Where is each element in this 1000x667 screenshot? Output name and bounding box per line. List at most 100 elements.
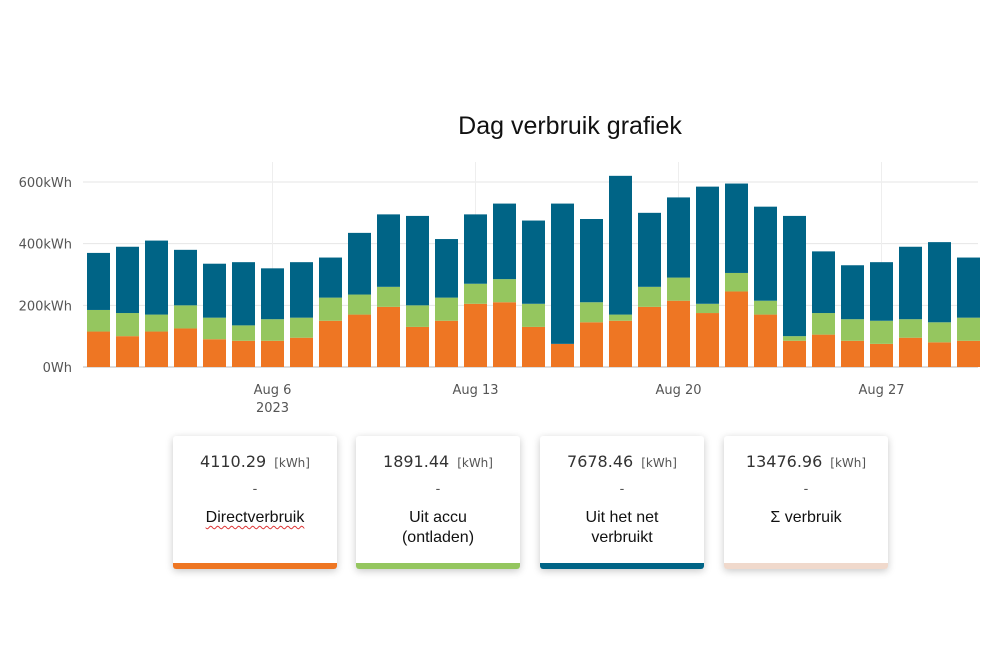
card-directverbruik: 4110.29 [kWh] - Directverbruik xyxy=(173,436,337,569)
card-label: Uit het net verbruikt xyxy=(585,509,659,546)
card-color-bar xyxy=(724,563,888,569)
bar-segment-series-3 xyxy=(145,240,168,315)
card-label-text: Directverbruik xyxy=(205,509,305,526)
bar-segment-series-1 xyxy=(928,342,951,367)
bar-segment-series-3 xyxy=(725,183,748,273)
bar-segment-series-3 xyxy=(348,232,371,295)
bar-segment-series-1 xyxy=(377,306,400,367)
bar-segment-series-3 xyxy=(522,220,545,304)
bar-segment-series-3 xyxy=(319,257,342,298)
bar-segment-series-3 xyxy=(406,215,429,306)
bar-segment-series-2 xyxy=(638,286,661,307)
stacked-bar-chart: 0Wh 200kWh 400kWh 600kWh Aug 6 2023 Aug 13 Aug … xyxy=(19,162,980,416)
bar-segment-series-1 xyxy=(348,314,371,367)
bar-segment-series-2 xyxy=(319,297,342,321)
bar-segment-series-2 xyxy=(783,336,806,341)
bar-segment-series-3 xyxy=(696,186,719,304)
bar-segment-series-1 xyxy=(522,326,545,367)
bar-segment-series-2 xyxy=(899,319,922,338)
card-uit-het-net: 7678.46 [kWh] - Uit het net verbruikt xyxy=(540,436,704,569)
bar-segment-series-1 xyxy=(232,340,255,367)
bar-segment-series-2 xyxy=(464,283,487,304)
bar-segment-series-3 xyxy=(551,203,574,344)
bar-segment-series-1 xyxy=(899,337,922,367)
bar-segment-series-3 xyxy=(174,249,197,306)
bar-segment-series-3 xyxy=(638,212,661,287)
bar-segment-series-1 xyxy=(551,343,574,367)
x-tick-label: Aug 27 xyxy=(858,383,904,398)
bar-segment-series-2 xyxy=(348,294,371,315)
bar-segment-series-2 xyxy=(841,319,864,341)
card-label: Uit accu (ontladen) xyxy=(401,509,475,546)
card-unit: [kWh] xyxy=(641,456,677,470)
y-tick-label: 600kWh xyxy=(19,176,72,191)
card-value: 4110.29 xyxy=(200,452,267,471)
bar-segment-series-3 xyxy=(783,215,806,337)
y-tick-label: 200kWh xyxy=(19,299,72,314)
card-dash: - xyxy=(619,480,625,496)
bar-segment-series-1 xyxy=(696,313,719,367)
bar-segment-series-2 xyxy=(957,317,980,341)
bar-segment-series-2 xyxy=(406,305,429,327)
card-color-bar xyxy=(356,563,520,569)
x-tick-sublabel: 2023 xyxy=(256,401,289,416)
bar-segment-series-1 xyxy=(638,306,661,367)
bar-segment-series-2 xyxy=(812,313,835,335)
card-unit: [kWh] xyxy=(457,456,493,470)
bar-segment-series-3 xyxy=(957,257,980,318)
bar-segment-series-2 xyxy=(870,320,893,344)
bar-segment-series-3 xyxy=(928,242,951,323)
bar-segment-series-3 xyxy=(580,219,603,303)
bar-segment-series-2 xyxy=(377,286,400,307)
bar-segment-series-1 xyxy=(174,328,197,367)
card-dash: - xyxy=(435,480,441,496)
bar-segment-series-3 xyxy=(261,268,284,320)
bar-segment-series-1 xyxy=(580,322,603,367)
bar-segment-series-2 xyxy=(145,314,168,332)
bar-segment-series-1 xyxy=(493,302,516,367)
bar-segment-series-2 xyxy=(435,297,458,321)
bar-segment-series-3 xyxy=(464,214,487,284)
bar-segment-series-3 xyxy=(841,265,864,320)
bar-segment-series-2 xyxy=(174,305,197,329)
x-tick-label: Aug 6 xyxy=(254,383,292,398)
bar-segment-series-2 xyxy=(116,313,139,337)
bar-segment-series-3 xyxy=(435,239,458,298)
x-tick-label: Aug 20 xyxy=(655,383,701,398)
card-label: Directverbruik xyxy=(179,508,331,528)
card-uit-accu: 1891.44 [kWh] - Uit accu (ontladen) xyxy=(356,436,520,569)
chart-title: Dag verbruik grafiek xyxy=(458,112,682,140)
card-value: 13476.96 xyxy=(745,452,823,471)
bar-segment-series-2 xyxy=(725,272,748,292)
bar-segment-series-2 xyxy=(580,302,603,323)
bar-segment-series-3 xyxy=(754,206,777,301)
bar-segment-series-2 xyxy=(87,309,110,332)
bar-segment-series-1 xyxy=(261,340,284,367)
bar-segment-series-1 xyxy=(406,326,429,367)
card-dash: - xyxy=(803,480,809,496)
bar-segment-series-3 xyxy=(116,246,139,314)
bar-segment-series-3 xyxy=(290,262,313,318)
bar-segment-series-2 xyxy=(667,277,690,301)
card-color-bar xyxy=(540,563,704,569)
bar-segment-series-2 xyxy=(928,322,951,343)
card-dash: - xyxy=(252,480,258,496)
bar-segment-series-1 xyxy=(957,340,980,367)
bar-segment-series-1 xyxy=(435,320,458,367)
bar-segment-series-3 xyxy=(377,214,400,287)
bar-segment-series-1 xyxy=(290,337,313,367)
bar-segment-series-1 xyxy=(609,320,632,367)
bar-segment-series-3 xyxy=(667,197,690,278)
bar-segment-series-2 xyxy=(261,319,284,341)
bar-segment-series-2 xyxy=(232,325,255,341)
y-tick-label: 0Wh xyxy=(43,361,72,376)
card-label: Σ verbruik xyxy=(770,509,842,526)
bar-segment-series-3 xyxy=(493,203,516,280)
bar-segment-series-2 xyxy=(290,317,313,338)
card-value: 1891.44 xyxy=(383,452,450,471)
bar-segment-series-1 xyxy=(145,331,168,367)
y-tick-label: 400kWh xyxy=(19,238,72,253)
bars-layer xyxy=(87,175,980,367)
bar-segment-series-3 xyxy=(203,263,226,318)
bar-segment-series-1 xyxy=(464,303,487,367)
